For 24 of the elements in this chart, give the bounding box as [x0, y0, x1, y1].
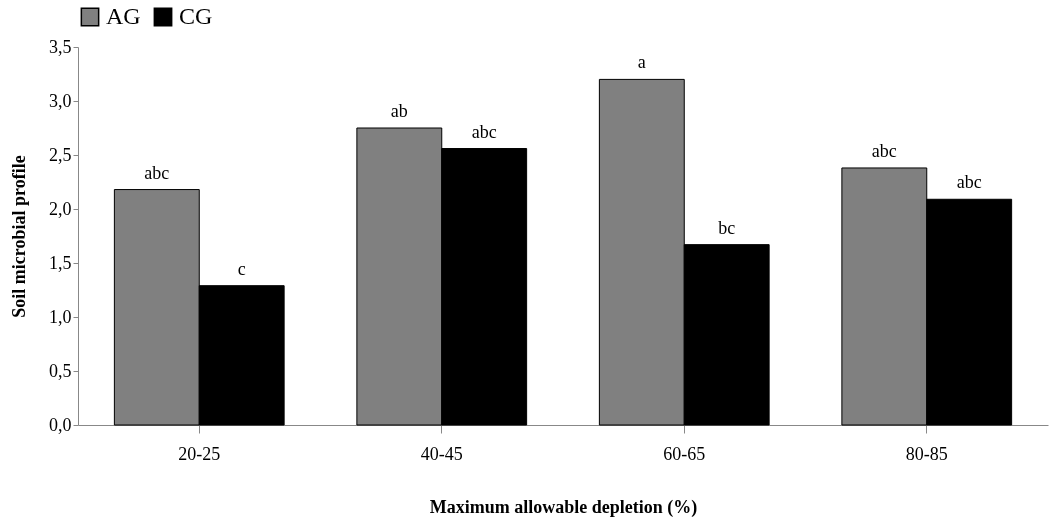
- data-label: abc: [144, 162, 170, 183]
- y-tick-label: 1,5: [49, 252, 72, 273]
- data-label: abc: [956, 172, 982, 193]
- x-tick-label: 20-25: [178, 443, 221, 464]
- x-tick-label: 60-65: [663, 443, 706, 464]
- x-axis-title: Maximum allowable depletion (%): [429, 496, 698, 518]
- y-tick-label: 2,5: [49, 144, 72, 165]
- x-tick-label: 80-85: [905, 443, 948, 464]
- y-tick-label: 0,0: [49, 414, 72, 435]
- legend-label: CG: [179, 3, 213, 29]
- x-tick-label: 40-45: [420, 443, 463, 464]
- y-tick-label: 1,0: [49, 306, 72, 327]
- data-label: a: [637, 52, 646, 73]
- data-label: ab: [390, 101, 408, 121]
- y-tick-label: 2,0: [49, 198, 72, 219]
- data-label: abc: [871, 140, 897, 161]
- y-tick-label: 0,5: [49, 360, 72, 381]
- y-tick-label: 3,0: [49, 90, 72, 111]
- data-label: abc: [471, 121, 497, 142]
- y-axis-title: Soil microbial profile: [9, 155, 29, 318]
- y-tick-label: 3,5: [49, 36, 72, 57]
- legend-label: AG: [106, 3, 141, 29]
- data-label: c: [237, 258, 246, 279]
- data-label: bc: [718, 217, 736, 238]
